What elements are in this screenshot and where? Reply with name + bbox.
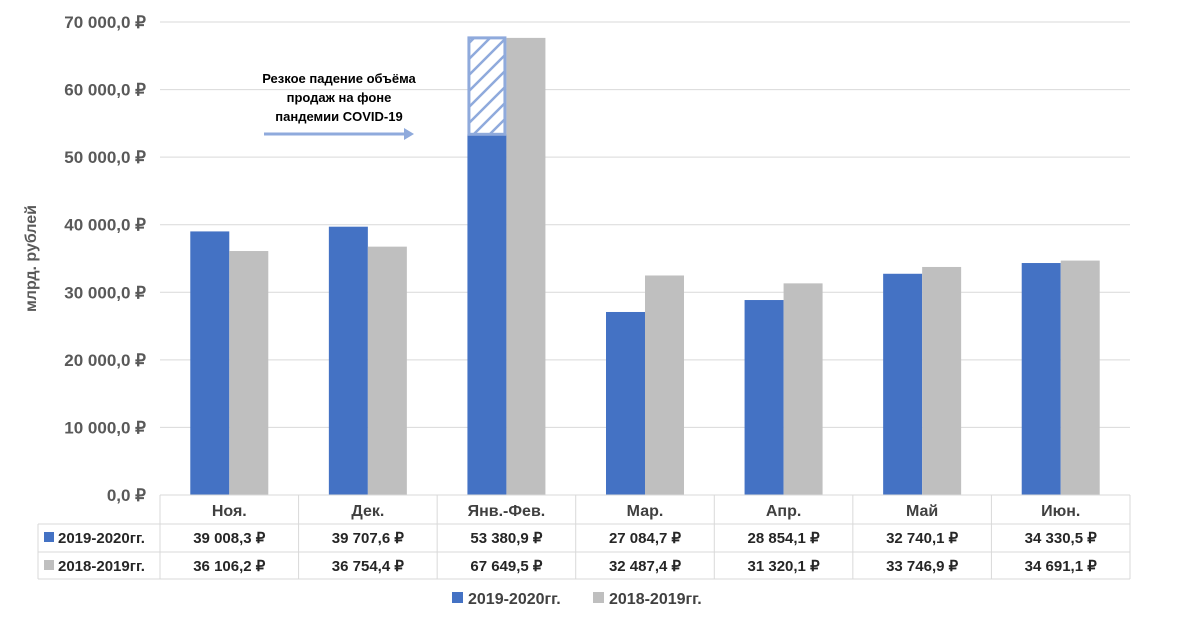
legend-label: 2019-2020гг.	[468, 591, 561, 608]
table-cell-value: 39 008,3 ₽	[193, 530, 266, 547]
y-tick-label: 60 000,0 ₽	[64, 81, 146, 100]
legend-swatch	[452, 592, 463, 603]
x-category-label: Дек.	[351, 503, 384, 520]
legend-label: 2018-2019гг.	[609, 591, 702, 608]
table-cell-value: 31 320,1 ₽	[748, 558, 821, 575]
table-series-name: 2018-2019гг.	[58, 558, 145, 575]
table-cell-value: 67 649,5 ₽	[470, 558, 543, 575]
bar-series1	[1021, 263, 1061, 495]
table-cell-value: 33 746,9 ₽	[886, 558, 959, 575]
y-tick-label: 0,0 ₽	[107, 486, 146, 505]
y-tick-label: 50 000,0 ₽	[64, 148, 146, 167]
bar-series2	[367, 246, 407, 495]
table-series-key	[44, 560, 54, 570]
table-cell-value: 53 380,9 ₽	[470, 530, 543, 547]
x-category-label: Мар.	[627, 503, 664, 520]
bar-series1	[467, 134, 507, 495]
table-cell-value: 32 487,4 ₽	[609, 558, 682, 575]
y-tick-label: 70 000,0 ₽	[64, 13, 146, 32]
annotation-arrow-head	[404, 128, 414, 140]
table-cell-value: 27 084,7 ₽	[609, 530, 682, 547]
table-cell-value: 36 754,4 ₽	[332, 558, 405, 575]
y-axis-title: млрд. рублей	[23, 205, 40, 312]
x-category-label: Май	[906, 503, 938, 520]
table-series-key	[44, 532, 54, 542]
table-series-name: 2019-2020гг.	[58, 530, 145, 547]
table-cell-value: 32 740,1 ₽	[886, 530, 959, 547]
bar-series1	[190, 231, 230, 495]
y-tick-label: 10 000,0 ₽	[64, 418, 146, 437]
table-cell-value: 39 707,6 ₽	[332, 530, 405, 547]
bar-series1	[606, 311, 645, 495]
bar-series2	[229, 251, 269, 495]
bar-series2	[783, 283, 823, 495]
annotation-text: продаж на фоне	[287, 90, 392, 105]
y-tick-label: 40 000,0 ₽	[64, 216, 146, 235]
legend-swatch	[593, 592, 604, 603]
x-category-label: Апр.	[766, 503, 801, 520]
x-category-label: Ноя.	[212, 503, 247, 520]
table-cell-value: 34 330,5 ₽	[1025, 530, 1098, 547]
bar-series1	[744, 300, 784, 495]
bar-series2	[645, 275, 684, 495]
table-cell-value: 34 691,1 ₽	[1025, 558, 1098, 575]
bar-series2	[922, 266, 962, 495]
bar-series1	[328, 226, 368, 496]
y-tick-label: 20 000,0 ₽	[64, 351, 146, 370]
table-cell-value: 28 854,1 ₽	[748, 530, 821, 547]
x-category-label: Янв.-Фев.	[468, 503, 546, 520]
annotation-text: Резкое падение объёма	[262, 71, 416, 86]
y-tick-label: 30 000,0 ₽	[64, 283, 146, 302]
annotation-text: пандемии COVID-19	[275, 109, 402, 124]
bar-series2	[1060, 260, 1100, 495]
table-cell-value: 36 106,2 ₽	[193, 558, 266, 575]
gap-hatch-marker	[467, 36, 507, 136]
bar-series2	[506, 37, 546, 496]
x-category-label: Июн.	[1041, 503, 1080, 520]
bar-series1	[883, 273, 923, 495]
